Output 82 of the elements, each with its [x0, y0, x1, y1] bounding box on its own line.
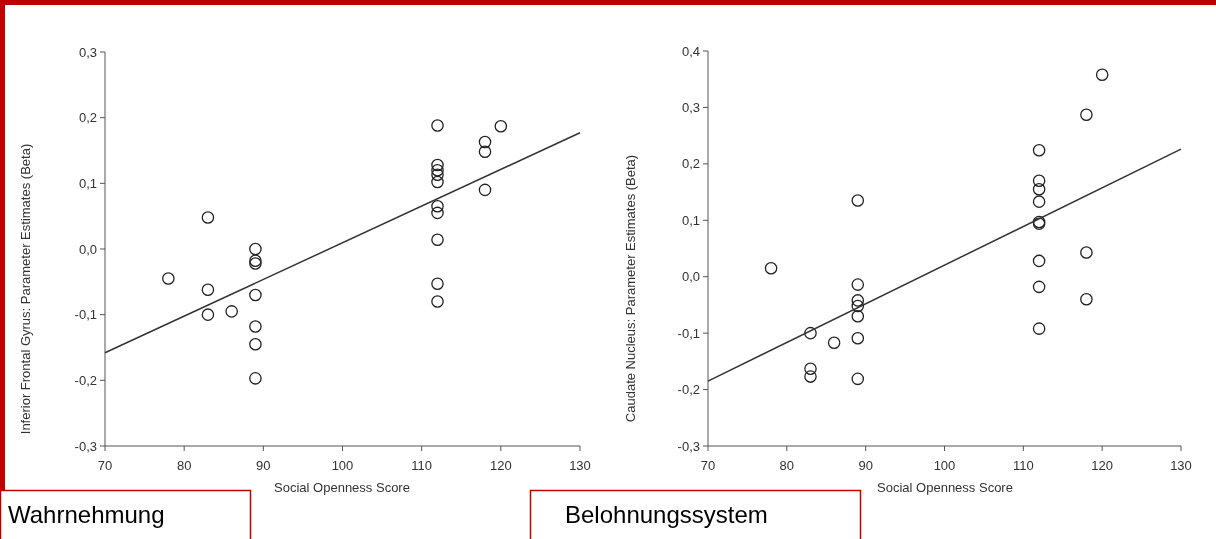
- x-tick-label: 90: [858, 458, 873, 473]
- y-tick-label: 0,2: [681, 156, 700, 172]
- point: [1080, 108, 1093, 122]
- point: [431, 119, 444, 132]
- point: [827, 336, 841, 350]
- point: [431, 277, 444, 291]
- point: [804, 326, 817, 340]
- y-tick-label: -0,3: [74, 438, 97, 454]
- x-tick-label: 70: [700, 458, 716, 473]
- point: [851, 278, 865, 291]
- point: [201, 283, 215, 296]
- point: [431, 200, 444, 213]
- point: [478, 183, 492, 197]
- x-tick-label: 70: [97, 458, 113, 473]
- point: [431, 168, 444, 182]
- y-tick-label: 0,4: [681, 43, 700, 59]
- point: [1080, 246, 1093, 259]
- y-tick-label: 0,1: [681, 212, 700, 228]
- point: [1032, 182, 1046, 196]
- point: [431, 175, 444, 189]
- x-tick-label: 120: [489, 458, 512, 473]
- point: [804, 362, 817, 375]
- x-tick-label: 100: [331, 458, 354, 473]
- point: [1032, 254, 1046, 268]
- point: [249, 320, 262, 333]
- point: [804, 370, 817, 383]
- y-tick-label: 0,2: [78, 110, 97, 126]
- y-tick-label: -0,3: [677, 438, 700, 454]
- point: [201, 308, 215, 321]
- x-tick-label: 90: [256, 458, 271, 473]
- text: Wahrnehmung: [8, 501, 165, 528]
- x-tick-label: 110: [1012, 458, 1034, 473]
- y-tick-label: -0,2: [74, 372, 97, 388]
- point: [1032, 280, 1046, 294]
- point: [225, 305, 238, 318]
- x-axis-title: Social Openness Score: [877, 480, 1013, 495]
- point: [851, 294, 865, 307]
- y-tick-label: 0,3: [681, 99, 700, 115]
- x-tick-label: 80: [176, 458, 192, 473]
- y-axis-title: Caudate Nucleus: Parameter Estimates (Beta): [623, 154, 638, 423]
- x-tick-label: 120: [1091, 458, 1114, 473]
- point: [478, 145, 492, 159]
- y-tick-label: 0,0: [78, 241, 97, 257]
- x-tick-label: 110: [411, 458, 433, 473]
- point: [431, 233, 444, 247]
- text: Belohnungssystem: [565, 501, 768, 528]
- point: [851, 299, 865, 313]
- y-tick-label: 0,3: [78, 44, 97, 60]
- point: [1080, 293, 1093, 306]
- point: [764, 261, 778, 275]
- point: [851, 194, 865, 207]
- x-tick-label: 130: [1170, 458, 1192, 473]
- point: [1032, 195, 1046, 208]
- point: [851, 331, 865, 345]
- y-tick-label: -0,1: [74, 307, 97, 323]
- y-tick-label: 0,1: [78, 175, 97, 191]
- point: [431, 206, 444, 220]
- x-tick-label: 100: [933, 458, 956, 473]
- point: [431, 295, 444, 308]
- x-tick-label: 80: [779, 458, 795, 473]
- y-tick-label: 0,0: [681, 269, 700, 285]
- point: [162, 272, 175, 285]
- point: [851, 309, 865, 323]
- point: [249, 372, 262, 385]
- y-axis-title: Inferior Frontal Gyrus: Parameter Estimates (Beta): [18, 143, 33, 435]
- x-axis-title: Social Openness Score: [274, 480, 410, 495]
- y-tick-label: -0,1: [677, 325, 700, 341]
- point: [1095, 68, 1109, 81]
- point: [249, 242, 262, 256]
- point: [249, 288, 262, 302]
- point: [851, 372, 865, 386]
- point: [494, 119, 508, 133]
- point: [431, 158, 444, 172]
- point: [1032, 174, 1046, 188]
- point: [201, 211, 215, 224]
- x-tick-label: 130: [569, 458, 591, 473]
- point: [1032, 144, 1046, 157]
- y-tick-label: -0,2: [677, 382, 700, 398]
- point: [1032, 322, 1046, 335]
- point: [478, 135, 492, 149]
- point: [249, 337, 262, 351]
- point: [431, 163, 444, 177]
